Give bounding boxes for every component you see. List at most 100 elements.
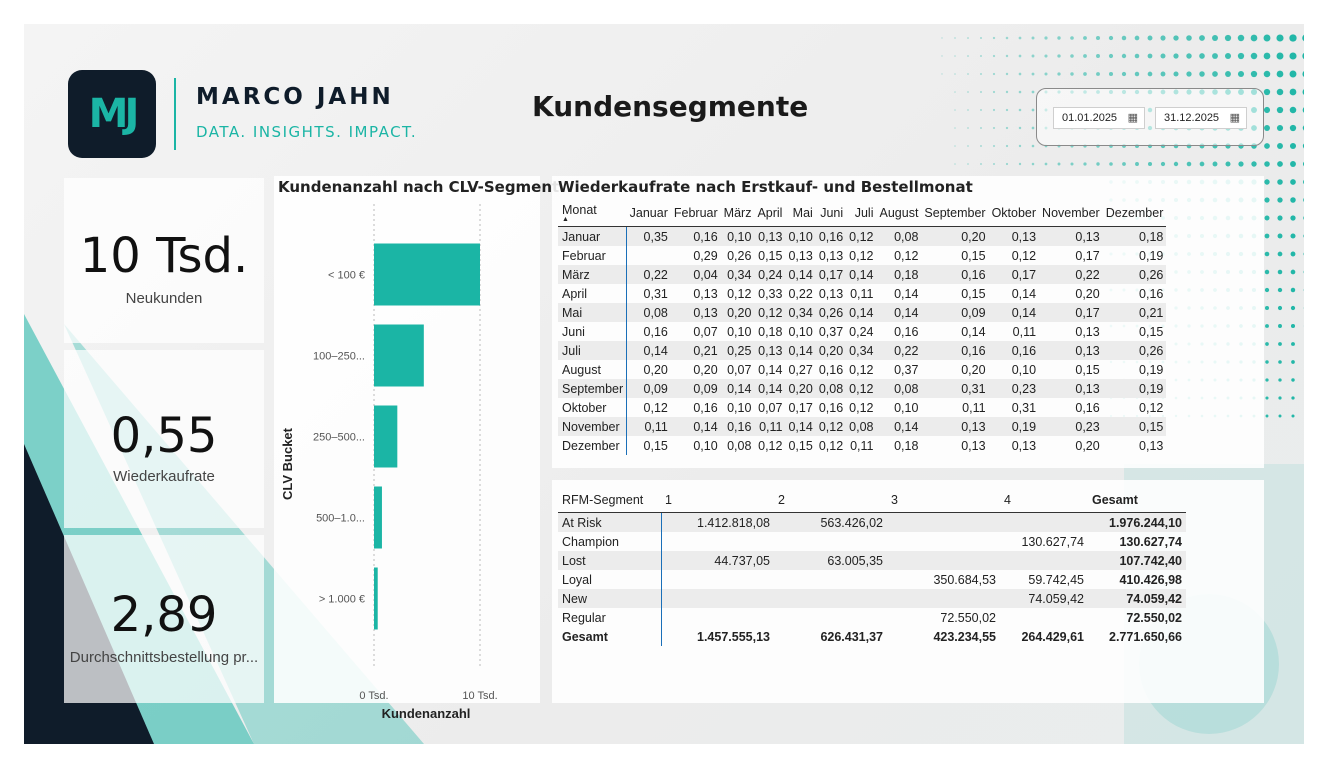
table-cell: 0,12 [894,248,919,263]
table-cell: 264.429,61 [1021,629,1084,644]
column-header[interactable]: 2 [774,488,887,513]
table-cell: 0,11 [850,286,874,301]
table-cell: 0,12 [815,417,847,436]
table-cell: 0,20 [961,362,986,377]
row-header: Lost [558,551,662,570]
table-cell [887,551,1000,570]
column-header[interactable]: November [1039,200,1103,227]
table-cell: 0,13 [818,248,844,263]
table-cell: 0,10 [894,400,919,415]
column-header[interactable]: Juli [846,200,877,227]
table-row: Februar 0,29 0,26 0,15 0,13 0,13 0,12 0,12 0,15 0… [558,246,1166,265]
row-header: Loyal [558,570,662,589]
calendar-icon[interactable]: ▦ [1127,112,1138,124]
table-cell: 0,08 [727,438,752,453]
table-cell: 0,20 [785,379,816,398]
column-header[interactable]: Juni [815,200,847,227]
table-cell: 0,08 [876,379,922,398]
tick-label: 10 Tsd. [462,690,497,702]
table-cell: 0,13 [1039,379,1103,398]
calendar-icon[interactable]: ▦ [1229,112,1240,124]
table-row: August 0,20 0,20 0,07 0,14 0,27 0,16 0,12 0,37 0,… [558,360,1166,379]
table-row: Dezember 0,15 0,10 0,08 0,12 0,15 0,12 0,11 0,18… [558,436,1166,455]
table-cell: 0,13 [693,286,718,301]
table-cell: 0,08 [815,379,847,398]
column-header[interactable]: Mai [785,200,816,227]
kpi-card-durchschnittsbestellung: 2,89 Durchschnittsbestellung pr... [64,535,264,703]
column-header[interactable]: März [720,200,755,227]
table-cell [1000,608,1088,627]
table-cell: 0,14 [876,303,922,322]
table-row: Oktober 0,12 0,16 0,10 0,07 0,17 0,16 0,12 0,10 0… [558,398,1166,417]
table-row: At Risk 1.412.818,08 563.426,02 1.976.244,1… [558,512,1186,532]
table-cell: 0,13 [921,417,989,436]
start-date-input[interactable]: 01.01.2025 ▦ [1053,107,1145,129]
category-label: 500–1.0... [316,513,365,525]
row-header: Juli [558,341,628,360]
bar[interactable] [374,567,378,630]
table-cell: 0,14 [785,341,816,360]
table-cell: 0,20 [921,226,989,246]
table-cell: 0,11 [962,400,986,415]
table-cell: 0,14 [1011,286,1037,301]
row-header: November [558,417,628,436]
column-header-monat[interactable]: Monat ▲ [558,200,627,227]
table-cell: 0,12 [849,362,874,377]
table-cell: 0,13 [788,248,813,263]
table-cell: 74.059,42 [1000,589,1088,608]
tick-label: 0 Tsd. [359,690,388,702]
column-header[interactable]: 1 [661,488,774,513]
table-cell: 0,10 [693,438,718,453]
bar[interactable] [374,486,382,549]
table-cell: 0,20 [643,362,668,377]
column-header[interactable]: September [921,200,989,227]
column-header[interactable]: April [754,200,786,227]
table-cell: 0,20 [720,303,755,322]
bar[interactable] [374,405,398,468]
table-cell: 0,34 [846,341,877,360]
table-cell: 0,31 [1011,400,1037,415]
table-cell: 1.976.244,10 [1088,512,1186,532]
clv-bar-chart: < 100 € 100–250... 250–500... 500–1.0... > 1… [280,204,498,721]
end-date-input[interactable]: 31.12.2025 ▦ [1155,107,1247,129]
table-cell: 0,17 [788,400,813,415]
kpi-card-neukunden: 10 Tsd. Neukunden [64,178,264,343]
bar[interactable] [374,243,480,306]
logo-divider [174,78,176,150]
table-cell: 0,17 [1039,303,1103,322]
row-header: März [558,265,628,284]
chart-title: Kundenanzahl nach CLV-Segment [278,178,560,196]
table-cell: 0,08 [876,226,922,246]
row-header: April [558,284,628,303]
table-cell: 0,16 [815,226,847,246]
column-header[interactable]: Januar [626,200,671,227]
table-row: Januar 0,35 0,16 0,10 0,13 0,10 0,16 0,12 0,08 0,… [558,226,1167,246]
row-header: Juni [558,322,628,341]
table-row: September 0,09 0,09 0,14 0,14 0,20 0,08 0,12 0,0… [558,379,1167,398]
kpi-card-wiederkaufrate: 0,55 Wiederkaufrate [64,350,264,528]
table-cell: 0,33 [758,286,783,301]
table-cell: 563.426,02 [774,512,887,532]
column-header[interactable]: Dezember [1102,200,1167,227]
table-cell: 0,14 [785,417,816,436]
table-cell: 0,12 [754,303,786,322]
table-cell: 0,37 [818,324,844,339]
column-header[interactable]: Oktober [988,200,1040,227]
column-header[interactable]: Februar [670,200,721,227]
table-cell: 72.550,02 [1126,610,1182,625]
column-header[interactable]: 3 [887,488,1000,513]
bar[interactable] [374,324,424,387]
column-header[interactable]: Gesamt [1088,488,1186,513]
column-header[interactable]: RFM-Segment [558,488,661,513]
column-header[interactable]: August [876,200,922,227]
sort-ascending-icon[interactable]: ▲ [562,216,569,223]
dashboard-canvas: MJ MARCO JAHN DATA. INSIGHTS. IMPACT. Ku… [24,24,1304,744]
table-cell: 0,15 [1075,362,1100,377]
row-header: At Risk [558,512,662,532]
table-cell: 0,16 [1075,400,1100,415]
table-cell: 0,14 [846,303,877,322]
table-cell: 0,20 [815,341,847,360]
table-cell [1000,512,1088,532]
column-header[interactable]: 4 [1000,488,1088,513]
page-title: Kundensegmente [532,90,809,123]
